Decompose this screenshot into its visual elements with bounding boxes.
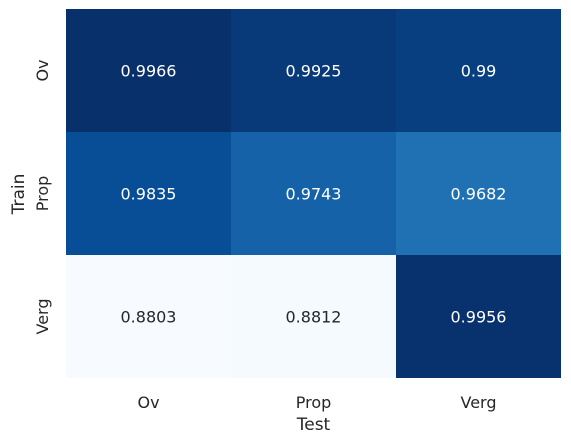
x-tick-label: Prop bbox=[296, 393, 332, 412]
cell-value-label: 0.9956 bbox=[451, 308, 507, 327]
cell-value-label: 0.8803 bbox=[121, 308, 177, 327]
heatmap-cell bbox=[396, 9, 561, 132]
cell-value-label: 0.8812 bbox=[286, 308, 342, 327]
cell-value-label: 0.99 bbox=[461, 62, 497, 81]
y-axis-label: Train bbox=[9, 174, 29, 216]
heatmap-cell bbox=[231, 255, 396, 378]
cell-value-label: 0.9743 bbox=[286, 185, 342, 204]
y-tick-label: Prop bbox=[33, 176, 52, 212]
y-tick-label: Verg bbox=[33, 299, 52, 335]
heatmap-cell bbox=[231, 9, 396, 132]
y-tick-labels: Ov Prop Verg bbox=[33, 59, 52, 334]
heatmap-cells: 0.9966 0.9925 0.99 0.9835 0.9743 0.9682 0.8803… bbox=[66, 9, 561, 378]
x-tick-label: Ov bbox=[137, 393, 159, 412]
heatmap-cell bbox=[396, 132, 561, 255]
heatmap-cell bbox=[396, 255, 561, 378]
x-tick-label: Verg bbox=[461, 393, 497, 412]
y-tick-label: Ov bbox=[33, 59, 52, 81]
cell-value-label: 0.9925 bbox=[286, 62, 342, 81]
heatmap-cell bbox=[66, 132, 231, 255]
cell-value-label: 0.9966 bbox=[121, 62, 177, 81]
heatmap-cell bbox=[231, 132, 396, 255]
cell-value-label: 0.9682 bbox=[451, 185, 507, 204]
cell-value-label: 0.9835 bbox=[121, 185, 177, 204]
x-tick-labels: Ov Prop Verg bbox=[137, 393, 496, 412]
heatmap-cell bbox=[66, 9, 231, 132]
heatmap-cell bbox=[66, 255, 231, 378]
x-axis-label: Test bbox=[296, 415, 331, 435]
